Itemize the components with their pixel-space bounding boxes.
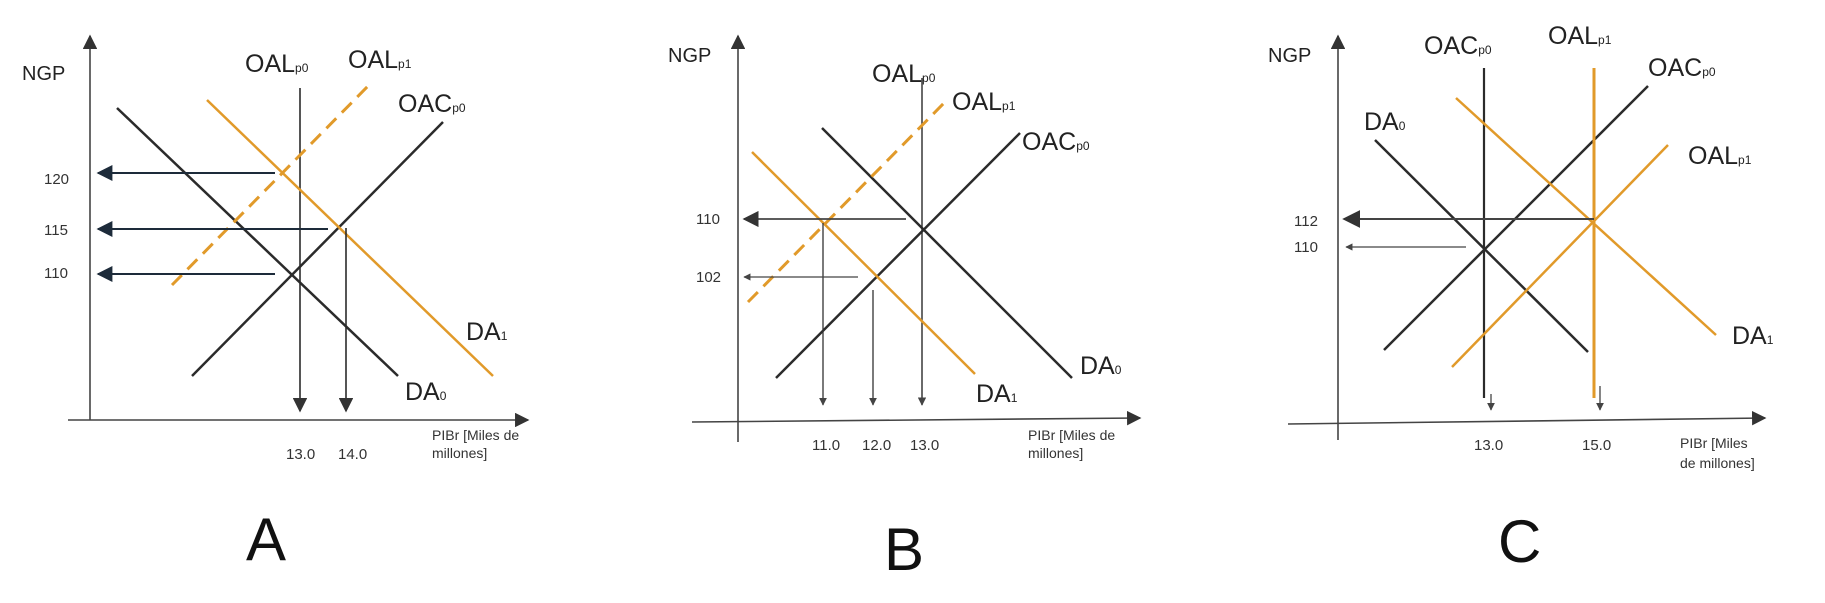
label-da1: DA1 [976,380,1018,408]
x-axis-label: PIBr [Miles de [1028,427,1115,443]
x-tick-12: 12.0 [862,437,891,454]
label-oal0: OALp0 [872,60,936,88]
panel-label-a: A [246,506,286,573]
label-da0: DA0 [1364,108,1406,136]
label-oal0: OALp0 [245,50,309,78]
label-oal1: OALp1 [952,88,1016,116]
y-tick-110: 110 [1294,239,1318,256]
label-oal1-top: OALp1 [1548,22,1612,50]
x-axis-label-2: millones] [1028,445,1083,461]
da1-line [207,100,493,376]
panel-c: NGP PIBr [Miles de millones] 112 110 13.… [1268,22,1774,575]
x-tick-14: 14.0 [338,446,367,463]
x-tick-13: 13.0 [910,437,939,454]
label-oac0: OACp0 [398,90,466,118]
y-tick-110: 110 [696,211,720,228]
label-da0: DA0 [1080,352,1122,380]
label-oal1-right: OALp1 [1688,142,1752,170]
x-axis [1288,418,1765,424]
label-oac0: OACp0 [1022,128,1090,156]
label-da1: DA1 [466,318,508,346]
y-tick-112: 112 [1294,213,1318,230]
oac0-line [192,122,443,376]
panel-a: NGP PIBr [Miles de millones] 120 115 110… [22,36,528,573]
panel-label-c: C [1498,508,1541,575]
label-oal1: OALp1 [348,46,412,74]
panel-label-b: B [884,516,924,583]
y-tick-102: 102 [696,269,721,286]
label-da1: DA1 [1732,322,1774,350]
x-axis-label-2: millones] [432,445,487,461]
x-tick-15: 15.0 [1582,437,1611,454]
da1-line [1456,98,1716,335]
y-axis-label: NGP [668,45,711,67]
y-tick-115: 115 [44,222,68,239]
oal1-line [748,102,945,302]
y-tick-120: 120 [44,171,69,188]
x-tick-11: 11.0 [812,437,840,454]
label-da0: DA0 [405,378,447,406]
da0-line [822,128,1072,378]
y-axis-label: NGP [22,63,65,85]
y-axis-label: NGP [1268,45,1311,67]
da0-line [1375,140,1588,352]
x-tick-13: 13.0 [1474,437,1503,454]
x-axis-label: PIBr [Miles [1680,435,1748,451]
oac0-line [776,133,1020,378]
panel-b: NGP PIBr [Miles de millones] 110 102 11.… [668,36,1140,583]
x-axis [692,418,1140,422]
x-tick-13: 13.0 [286,446,315,463]
label-oac0-left: OACp0 [1424,32,1492,60]
x-axis-label-2: de millones] [1680,455,1755,471]
y-tick-110: 110 [44,265,68,282]
x-axis-label: PIBr [Miles de [432,427,519,443]
label-oac0-right: OACp0 [1648,54,1716,82]
